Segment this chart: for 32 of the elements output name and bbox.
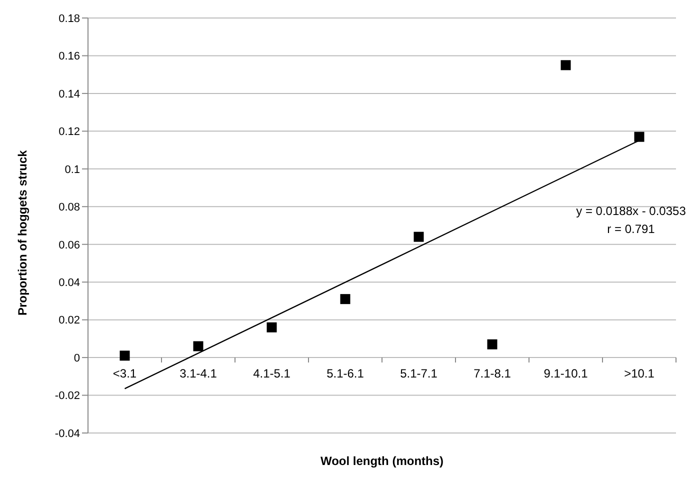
- y-tick-label: -0.04: [54, 428, 80, 440]
- x-tick-label: 9.1-10.1: [544, 366, 588, 381]
- x-tick-label: <3.1: [112, 366, 137, 381]
- x-tick-label: >10.1: [624, 366, 655, 381]
- x-tick-label: 5.1-6.1: [326, 366, 364, 381]
- point: [414, 232, 424, 242]
- y-tick-label: 0.1: [64, 164, 80, 176]
- x-tick-label: 7.1-8.1: [474, 366, 512, 381]
- y-axis-title: Proportion of hoggets struck: [15, 150, 30, 316]
- x-tick-label: 3.1-4.1: [180, 366, 218, 381]
- x-tick-label: 4.1-5.1: [253, 366, 291, 381]
- y-tick-label: 0: [74, 352, 80, 364]
- x-tick-label: 5.1-7.1: [400, 366, 438, 381]
- y-tick-label: 0.02: [58, 314, 80, 327]
- annotation: y = 0.0188x - 0.0353: [575, 204, 687, 218]
- point: [193, 341, 204, 352]
- point: [634, 132, 644, 142]
- y-tick-label: 0.04: [58, 276, 80, 289]
- x-axis-title: Wool length (months): [320, 454, 444, 468]
- point: [266, 322, 277, 332]
- point: [120, 350, 130, 361]
- point: [487, 339, 498, 350]
- y-tick-label: 0.18: [58, 12, 80, 25]
- y-tick-label: 0.08: [58, 202, 80, 214]
- y-tick-label: 0.16: [58, 50, 80, 63]
- point: [340, 294, 350, 304]
- y-tick-label: -0.02: [54, 390, 80, 402]
- point: [560, 60, 571, 70]
- y-tick-label: 0.14: [58, 88, 80, 100]
- y-tick-label: 0.06: [58, 239, 80, 252]
- annotation: r = 0.791: [606, 222, 656, 236]
- y-tick-label: 0.12: [58, 126, 80, 138]
